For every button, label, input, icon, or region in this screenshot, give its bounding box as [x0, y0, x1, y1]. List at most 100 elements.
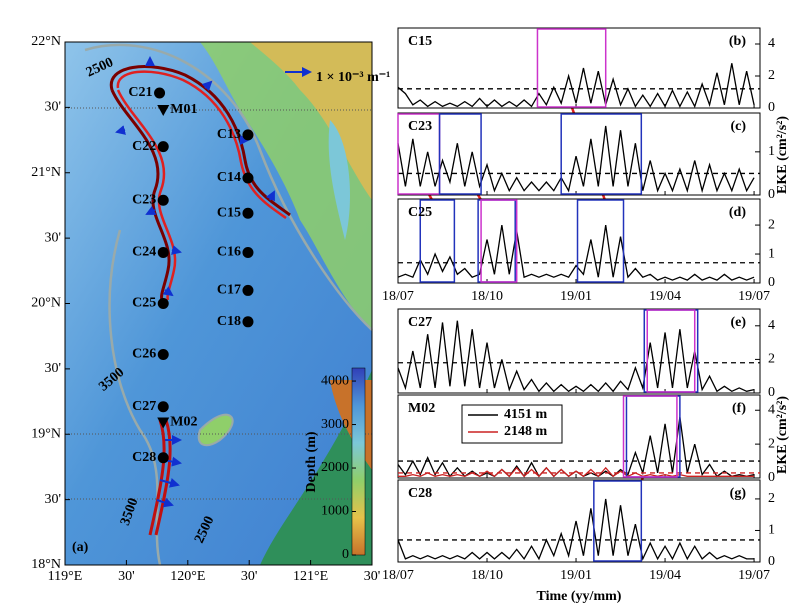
colorbar-tick-label: 3000 [321, 417, 349, 432]
station-label: C16 [217, 245, 241, 260]
x-tick-label: 30' [364, 569, 381, 584]
panel: 0 1 2 C28 (g) 18/07 18/10 19/01 19/04 19/07 [382, 479, 775, 583]
panel-tag: (f) [732, 401, 746, 416]
station-label: C23 [408, 119, 432, 134]
y-tick-label: 19°N [31, 426, 61, 441]
y-tick-label: 0 [768, 275, 775, 290]
x-tick-label: 18/10 [471, 289, 503, 304]
station-label: C24 [132, 245, 156, 260]
legend-box [461, 404, 563, 444]
x-tick-label: 19/04 [649, 289, 681, 304]
station-marker [242, 207, 254, 219]
x-tick-label: 30' [118, 569, 135, 584]
y-tick-label: 30' [44, 492, 61, 507]
y-tick-label: 18°N [31, 557, 61, 572]
station-marker [157, 417, 170, 429]
y-tick-label: 1 [768, 144, 775, 159]
y-tick-label: 30' [44, 361, 61, 376]
station-marker [157, 247, 169, 259]
station-label: C21 [128, 85, 152, 100]
station-label: C15 [408, 34, 432, 49]
map-background [64, 41, 373, 566]
station-marker [157, 298, 169, 309]
station-label: C25 [408, 205, 432, 220]
station-marker [157, 104, 170, 116]
x-tick-label: 19/01 [560, 289, 592, 304]
y-tick-label: 20°N [31, 296, 61, 311]
y-tick-label: 22°N [31, 34, 61, 49]
y-tick-label: 21°N [31, 165, 61, 180]
eke-line [398, 466, 755, 478]
panel-frame [397, 198, 761, 284]
highlight-box [646, 309, 696, 393]
station-label: C28 [408, 486, 432, 501]
y-tick-label: 2 [768, 68, 775, 83]
x-tick-label: 18/10 [471, 568, 503, 583]
station-label: C26 [132, 347, 156, 362]
panel-tag: (e) [730, 315, 746, 330]
colorbar-tick-label: 0 [342, 547, 349, 562]
highlight-box [576, 199, 625, 283]
y-tick-label: 0 [768, 385, 775, 400]
x-axis-label: Time (yy/mm) [537, 589, 622, 604]
colorbar-label: Depth (m) [304, 431, 319, 492]
station-label: M02 [170, 415, 197, 430]
x-tick-label: 121°E [293, 569, 328, 584]
x-tick-label: 19/01 [560, 568, 592, 583]
highlight-box [622, 395, 678, 478]
y-tick-label: 4 [768, 36, 775, 51]
y-tick-label: 30' [44, 100, 61, 115]
station-marker [157, 194, 169, 206]
y-tick-label: 0 [768, 100, 775, 115]
station-label: C28 [132, 450, 156, 465]
scale-label: 1 × 10⁻³ m⁻¹ [316, 70, 390, 85]
legend-label: 2148 m [504, 424, 548, 439]
station-label: C15 [217, 206, 241, 221]
station-marker [154, 87, 166, 99]
station-marker [242, 172, 254, 184]
panel: 0 1 2 C25 (d) 18/07 18/10 19/01 19/04 19/07 [382, 198, 775, 304]
station-label: C22 [132, 139, 156, 154]
y-tick-label: 0 [768, 554, 775, 569]
eke-line [397, 63, 755, 109]
station-label: C27 [132, 399, 156, 414]
panel-frame [397, 394, 761, 479]
y-tick-label: 0 [768, 187, 775, 202]
panel-frame [397, 479, 761, 563]
x-tick-label: 119°E [48, 569, 83, 584]
station-label: M01 [170, 102, 197, 117]
legend-label: 4151 m [504, 407, 548, 422]
highlight-box [480, 199, 518, 283]
y-tick-label: 30' [44, 230, 61, 245]
x-tick-label: 18/07 [382, 289, 414, 304]
station-label: M02 [408, 401, 435, 416]
highlight-box [438, 113, 482, 195]
panel-frame [397, 27, 761, 109]
station-label: C13 [217, 127, 241, 142]
colorbar-tick-label: 1000 [321, 504, 349, 519]
station-marker [242, 316, 254, 328]
highlight-box [419, 199, 456, 283]
station-marker [242, 284, 254, 296]
y-tick-label: 4 [768, 402, 775, 417]
y-tick-label: 2 [768, 436, 775, 451]
panel: 0 1 C23 (c) [397, 112, 775, 202]
panel: 0 2 4 C15 (b) [397, 27, 775, 115]
colorbar-tick-label: 2000 [321, 460, 349, 475]
eke-line [397, 125, 755, 194]
panel: 0 2 4 C27 (e) [397, 308, 775, 400]
highlight-box [560, 113, 643, 195]
highlight-box [536, 28, 607, 108]
station-label: C25 [132, 296, 156, 311]
highlight-box [593, 480, 643, 562]
panel-frame [397, 112, 761, 196]
station-marker [242, 247, 254, 259]
station-label: C18 [217, 314, 241, 329]
panel-tag: (d) [729, 205, 746, 220]
station-label: C27 [408, 315, 432, 330]
panel-tag: (c) [730, 119, 746, 134]
x-tick-label: 30' [241, 569, 258, 584]
station-marker [157, 401, 169, 413]
x-tick-label: 19/07 [738, 289, 770, 304]
y-tick-label: 4 [768, 318, 775, 333]
